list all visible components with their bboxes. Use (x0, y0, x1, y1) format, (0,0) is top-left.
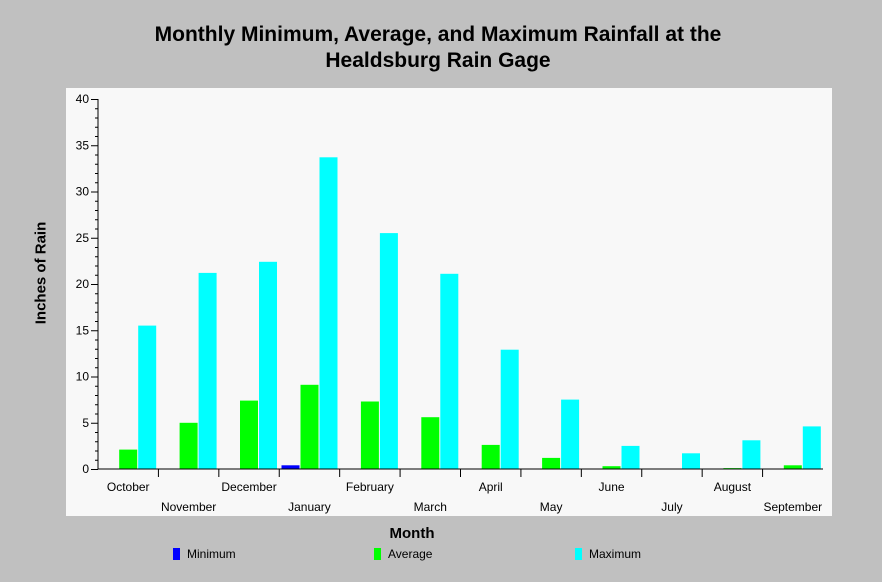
x-tick-label: September (763, 500, 822, 514)
bar-average-october (119, 449, 138, 469)
x-tick-label: November (161, 500, 216, 514)
x-tick-label: February (346, 480, 394, 494)
x-tick-label: April (479, 480, 503, 494)
bar-minimum-january (281, 465, 300, 469)
y-tick-label: 35 (76, 138, 90, 152)
legend-label-minimum: Minimum (187, 547, 236, 561)
bar-average-december (240, 400, 258, 469)
y-tick-label: 10 (76, 370, 90, 384)
bar-maximum-february (379, 233, 398, 469)
bar-maximum-april (500, 349, 519, 469)
y-tick-label: 40 (76, 92, 90, 106)
chart-title-line-1: Monthly Minimum, Average, and Maximum Ra… (154, 23, 722, 46)
bar-maximum-june (621, 445, 640, 469)
bar-average-september (783, 465, 802, 469)
bar-maximum-september (802, 426, 821, 469)
legend-label-maximum: Maximum (589, 547, 642, 561)
x-tick-label: May (540, 500, 563, 514)
bar-maximum-october (138, 325, 157, 469)
x-axis-label: Month (389, 525, 435, 542)
y-axis-label: Inches of Rain (32, 221, 50, 325)
legend-swatch-average (374, 548, 381, 560)
legend-label-average: Average (388, 547, 433, 561)
legend-item-maximum: Maximum (575, 546, 641, 562)
chart-title-line-2: Healdsburg Rain Gage (325, 49, 551, 72)
bar-maximum-july (682, 453, 700, 469)
y-tick-label: 30 (76, 185, 90, 199)
chart-title: Monthly Minimum, Average, and Maximum Ra… (0, 22, 876, 74)
bar-maximum-november (198, 272, 217, 469)
bar-maximum-may (561, 399, 580, 469)
bar-average-november (179, 422, 198, 470)
y-tick-label: 5 (82, 416, 89, 430)
bar-maximum-august (742, 440, 761, 469)
bar-average-may (542, 457, 561, 469)
y-tick-label: 0 (82, 462, 89, 476)
bar-average-april (481, 444, 500, 469)
bar-maximum-march (440, 273, 459, 469)
x-tick-label: June (599, 480, 625, 494)
x-tick-label: December (221, 480, 276, 494)
x-tick-label: July (661, 500, 682, 514)
y-tick-label: 20 (76, 277, 90, 291)
legend-swatch-maximum (575, 548, 582, 560)
bar-maximum-january (319, 157, 338, 470)
legend-item-average: Average (374, 546, 432, 562)
bar-maximum-december (259, 261, 277, 469)
bar-average-june (602, 466, 621, 469)
y-tick-label: 15 (76, 323, 90, 337)
y-tick-label: 25 (76, 231, 90, 245)
legend-swatch-minimum (173, 548, 180, 560)
legend-item-minimum: Minimum (173, 546, 236, 562)
bar-average-march (421, 417, 440, 469)
x-tick-label: August (714, 480, 752, 494)
x-tick-label: January (288, 500, 331, 514)
bar-average-february (360, 401, 379, 469)
bar-average-january (300, 384, 319, 469)
x-tick-label: October (107, 480, 150, 494)
x-tick-label: March (414, 500, 447, 514)
